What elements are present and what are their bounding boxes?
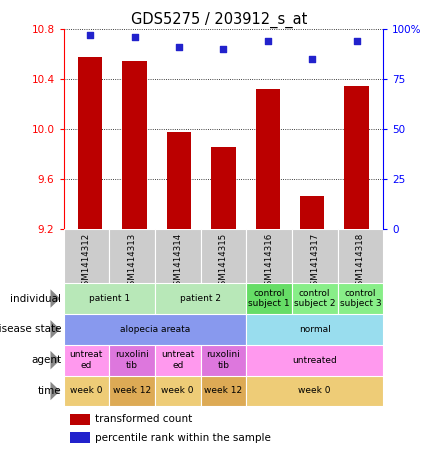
Bar: [155, 229, 201, 283]
Bar: [246, 229, 292, 283]
Bar: [64, 376, 109, 406]
Point: [309, 56, 316, 63]
Bar: [211, 147, 236, 229]
Text: untreated: untreated: [292, 356, 337, 365]
Text: ruxolini
tib: ruxolini tib: [115, 351, 149, 370]
Polygon shape: [50, 382, 60, 400]
Point: [220, 46, 227, 53]
Bar: [70, 433, 90, 443]
Text: GSM1414315: GSM1414315: [219, 233, 228, 291]
Bar: [64, 229, 109, 283]
Text: untreat
ed: untreat ed: [161, 351, 194, 370]
Text: week 0: week 0: [70, 386, 102, 395]
Text: untreat
ed: untreat ed: [70, 351, 103, 370]
Bar: [155, 376, 201, 406]
Text: patient 2: patient 2: [180, 294, 221, 303]
Text: GSM1414313: GSM1414313: [127, 233, 137, 291]
Bar: [300, 196, 325, 229]
Text: week 12: week 12: [204, 386, 243, 395]
Bar: [155, 345, 201, 376]
Polygon shape: [50, 320, 60, 338]
Text: alopecia areata: alopecia areata: [120, 325, 190, 334]
Text: GDS5275 / 203912_s_at: GDS5275 / 203912_s_at: [131, 11, 307, 28]
Text: week 12: week 12: [113, 386, 151, 395]
Text: ruxolini
tib: ruxolini tib: [206, 351, 240, 370]
Bar: [64, 314, 246, 345]
Point: [131, 34, 138, 41]
Polygon shape: [50, 289, 60, 308]
Bar: [64, 345, 109, 376]
Point: [176, 44, 183, 51]
Point: [87, 32, 94, 39]
Bar: [246, 314, 383, 345]
Bar: [338, 283, 383, 314]
Bar: [109, 345, 155, 376]
Bar: [246, 376, 383, 406]
Text: control
subject 2: control subject 2: [294, 289, 336, 308]
Bar: [109, 229, 155, 283]
Text: control
subject 3: control subject 3: [339, 289, 381, 308]
Text: percentile rank within the sample: percentile rank within the sample: [95, 433, 270, 443]
Bar: [292, 283, 338, 314]
Bar: [246, 283, 292, 314]
Bar: [344, 86, 369, 229]
Bar: [70, 414, 90, 425]
Point: [353, 38, 360, 45]
Bar: [78, 57, 102, 229]
Text: individual: individual: [11, 294, 61, 304]
Text: time: time: [38, 386, 61, 396]
Bar: [155, 283, 246, 314]
Bar: [167, 131, 191, 229]
Text: patient 1: patient 1: [88, 294, 130, 303]
Text: normal: normal: [299, 325, 331, 334]
Text: GSM1414314: GSM1414314: [173, 233, 182, 291]
Text: week 0: week 0: [162, 386, 194, 395]
Text: GSM1414316: GSM1414316: [265, 233, 274, 291]
Text: transformed count: transformed count: [95, 414, 192, 424]
Text: disease state: disease state: [0, 324, 61, 334]
Polygon shape: [50, 351, 60, 369]
Bar: [201, 345, 246, 376]
Bar: [292, 229, 338, 283]
Bar: [338, 229, 383, 283]
Text: week 0: week 0: [298, 386, 331, 395]
Text: control
subject 1: control subject 1: [248, 289, 290, 308]
Bar: [201, 376, 246, 406]
Bar: [246, 345, 383, 376]
Point: [264, 38, 271, 45]
Text: GSM1414318: GSM1414318: [356, 233, 365, 291]
Bar: [122, 61, 147, 229]
Bar: [64, 283, 155, 314]
Bar: [256, 89, 280, 229]
Bar: [201, 229, 246, 283]
Bar: [109, 376, 155, 406]
Text: GSM1414312: GSM1414312: [82, 233, 91, 291]
Text: GSM1414317: GSM1414317: [310, 233, 319, 291]
Text: agent: agent: [31, 355, 61, 365]
